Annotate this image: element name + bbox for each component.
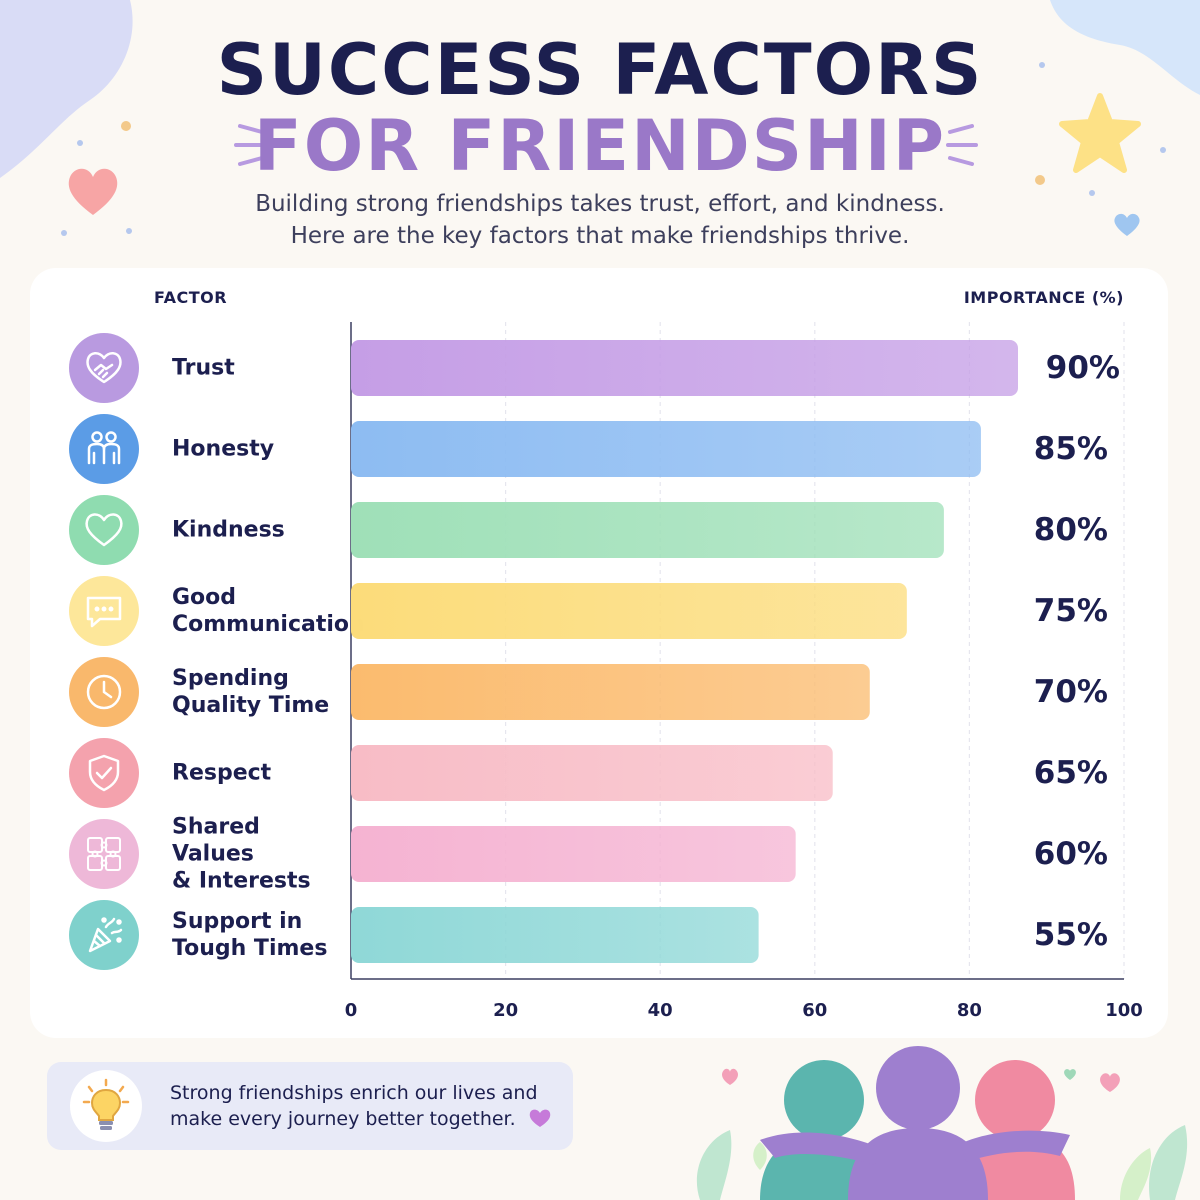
- title-line1: SUCCESS FACTORS: [216, 29, 984, 111]
- chat-bubble-icon: [69, 576, 139, 646]
- top-left-blob: [0, 0, 133, 178]
- subtitle-line1: Building strong friendships takes trust,…: [255, 191, 945, 217]
- subtitle: Building strong friendships takes trust,…: [0, 188, 1200, 252]
- factor-label: Good Communication: [172, 584, 365, 638]
- factor-label-line: Shared Values: [172, 814, 260, 867]
- top-right-blob: [1050, 0, 1200, 95]
- footer-text: Strong friendships enrich our lives and …: [170, 1080, 560, 1132]
- purple-heart-icon: [529, 1109, 550, 1127]
- small-heart-decoration-icon: [1114, 213, 1140, 236]
- x-tick-label: 100: [1105, 1000, 1143, 1021]
- factor-label-line: Quality Time: [172, 693, 330, 718]
- factor-label-line: Good: [172, 585, 237, 610]
- value-label: 70%: [1033, 674, 1108, 710]
- x-tick-label: 40: [648, 1000, 673, 1021]
- value-label: 80%: [1033, 512, 1108, 548]
- bar: [351, 502, 944, 558]
- factor-label-line: & Interests: [172, 868, 311, 894]
- factor-label: Trust: [172, 355, 342, 382]
- factor-label: Spending Quality Time: [172, 665, 342, 719]
- footer-line2-text: make every journey better together.: [170, 1108, 516, 1130]
- factor-column-header: FACTOR: [154, 288, 228, 307]
- heart-decoration-icon: [68, 168, 118, 215]
- bar: [351, 907, 759, 963]
- lightbulb-icon: [70, 1070, 142, 1142]
- value-label: 75%: [1033, 593, 1108, 629]
- x-tick-label: 60: [802, 1000, 827, 1021]
- bar: [351, 583, 907, 639]
- x-tick-label: 0: [345, 1000, 358, 1021]
- importance-column-header: IMPORTANCE (%): [963, 288, 1124, 307]
- factor-label: Shared Values & Interests: [172, 814, 342, 895]
- two-people-icon: [69, 414, 139, 484]
- bar: [351, 421, 981, 477]
- star-decoration-icon: [1059, 93, 1141, 173]
- value-label: 85%: [1033, 431, 1108, 467]
- value-label: 90%: [1045, 350, 1120, 386]
- x-tick-label: 20: [493, 1000, 518, 1021]
- puzzle-icon: [69, 819, 139, 889]
- factor-label-line: Support in: [172, 909, 303, 934]
- sparkle-lines-right: [946, 124, 978, 166]
- shield-check-icon: [69, 738, 139, 808]
- handshake-heart-icon: [69, 333, 139, 403]
- x-tick-label: 80: [957, 1000, 982, 1021]
- factor-label: Honesty: [172, 436, 342, 463]
- factor-label: Kindness: [172, 517, 342, 544]
- factor-label-line: Honesty: [172, 436, 275, 462]
- factor-label-line: Tough Times: [172, 936, 328, 961]
- bar: [351, 340, 1018, 396]
- value-label: 60%: [1033, 836, 1108, 872]
- title-line2: FOR FRIENDSHIP: [253, 105, 947, 187]
- factor-label: Respect: [172, 760, 342, 787]
- bar: [351, 664, 870, 720]
- heart-icon: [69, 495, 139, 565]
- factor-label-line: Kindness: [172, 517, 285, 543]
- footer-line2: make every journey better together.: [170, 1106, 560, 1132]
- clock-icon: [69, 657, 139, 727]
- factor-label-line: Trust: [172, 355, 235, 381]
- factor-label-line: Spending: [172, 666, 289, 691]
- friends-illustration: [696, 1046, 1188, 1200]
- sparkle-lines-left: [234, 124, 266, 166]
- dots-decoration: [61, 62, 1166, 236]
- value-label: 55%: [1033, 917, 1108, 953]
- value-label: 65%: [1033, 755, 1108, 791]
- bar: [351, 745, 833, 801]
- footer-line1: Strong friendships enrich our lives and: [170, 1082, 538, 1104]
- party-popper-icon: [69, 900, 139, 970]
- factor-label-line: Respect: [172, 760, 272, 786]
- bar: [351, 826, 796, 882]
- subtitle-line2: Here are the key factors that make frien…: [290, 223, 910, 249]
- factor-label: Support in Tough Times: [172, 908, 342, 962]
- factor-label-line: Communication: [172, 612, 365, 637]
